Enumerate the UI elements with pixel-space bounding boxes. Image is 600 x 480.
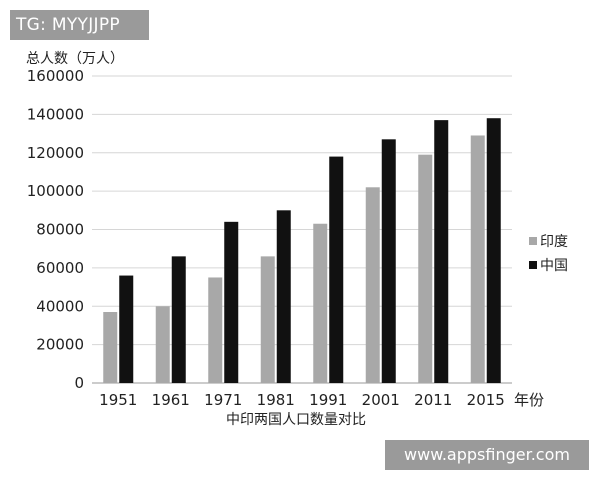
y-tick-label: 120000	[27, 144, 84, 162]
bar-china-1991	[329, 156, 344, 383]
bar-india-1951	[103, 312, 118, 383]
x-tick-label: 1971	[204, 391, 242, 409]
bar-india-2001	[365, 187, 380, 383]
y-tick-label: 0	[74, 374, 84, 392]
tg-tag-overlay: TG: MYYJJPP	[10, 10, 149, 40]
x-tick-label: 1981	[257, 391, 295, 409]
x-tick-label: 1991	[309, 391, 347, 409]
x-axis-title: 中印两国人口数量对比	[226, 412, 366, 428]
y-tick-label: 20000	[36, 336, 84, 354]
x-tick-label: 2011	[414, 391, 452, 409]
x-tick-label: 1961	[152, 391, 190, 409]
bar-china-1961	[171, 256, 186, 383]
legend-swatch-china	[529, 261, 537, 269]
y-axis-title: 总人数（万人）	[26, 51, 124, 67]
bar-india-1961	[155, 306, 170, 383]
bar-india-2011	[418, 154, 433, 383]
y-tick-label: 100000	[27, 182, 84, 200]
y-tick-labels: 0 20000 40000 60000 80000 100000 120000 140000 1…	[27, 67, 84, 392]
bar-india-1971	[208, 277, 223, 383]
bar-china-1971	[224, 221, 239, 383]
bar-india-2015	[470, 135, 485, 383]
y-tick-label: 60000	[36, 259, 84, 277]
bars	[103, 118, 501, 384]
gridlines	[92, 75, 512, 384]
watermark-overlay: www.appsfinger.com	[385, 440, 589, 470]
bar-china-1981	[276, 210, 291, 383]
bar-india-1991	[313, 223, 328, 383]
y-tick-label: 80000	[36, 221, 84, 239]
x-tick-label: 1951	[99, 391, 137, 409]
legend-label-china: 中国	[540, 258, 568, 274]
bar-china-2001	[381, 139, 396, 383]
bar-china-2011	[434, 120, 449, 383]
x-axis-unit: 年份	[514, 391, 544, 409]
legend-swatch-india	[529, 237, 537, 245]
y-tick-label: 140000	[27, 105, 84, 123]
bar-china-2015	[486, 118, 501, 384]
legend-label-india: 印度	[540, 234, 568, 250]
bar-china-1951	[119, 275, 134, 383]
x-tick-label: 2015	[467, 391, 505, 409]
y-tick-label: 160000	[27, 67, 84, 85]
bar-india-1981	[260, 256, 275, 383]
x-tick-labels: 1951 1961 1971 1981 1991 2001 2011 2015	[99, 391, 505, 409]
y-tick-label: 40000	[36, 297, 84, 315]
x-tick-label: 2001	[362, 391, 400, 409]
